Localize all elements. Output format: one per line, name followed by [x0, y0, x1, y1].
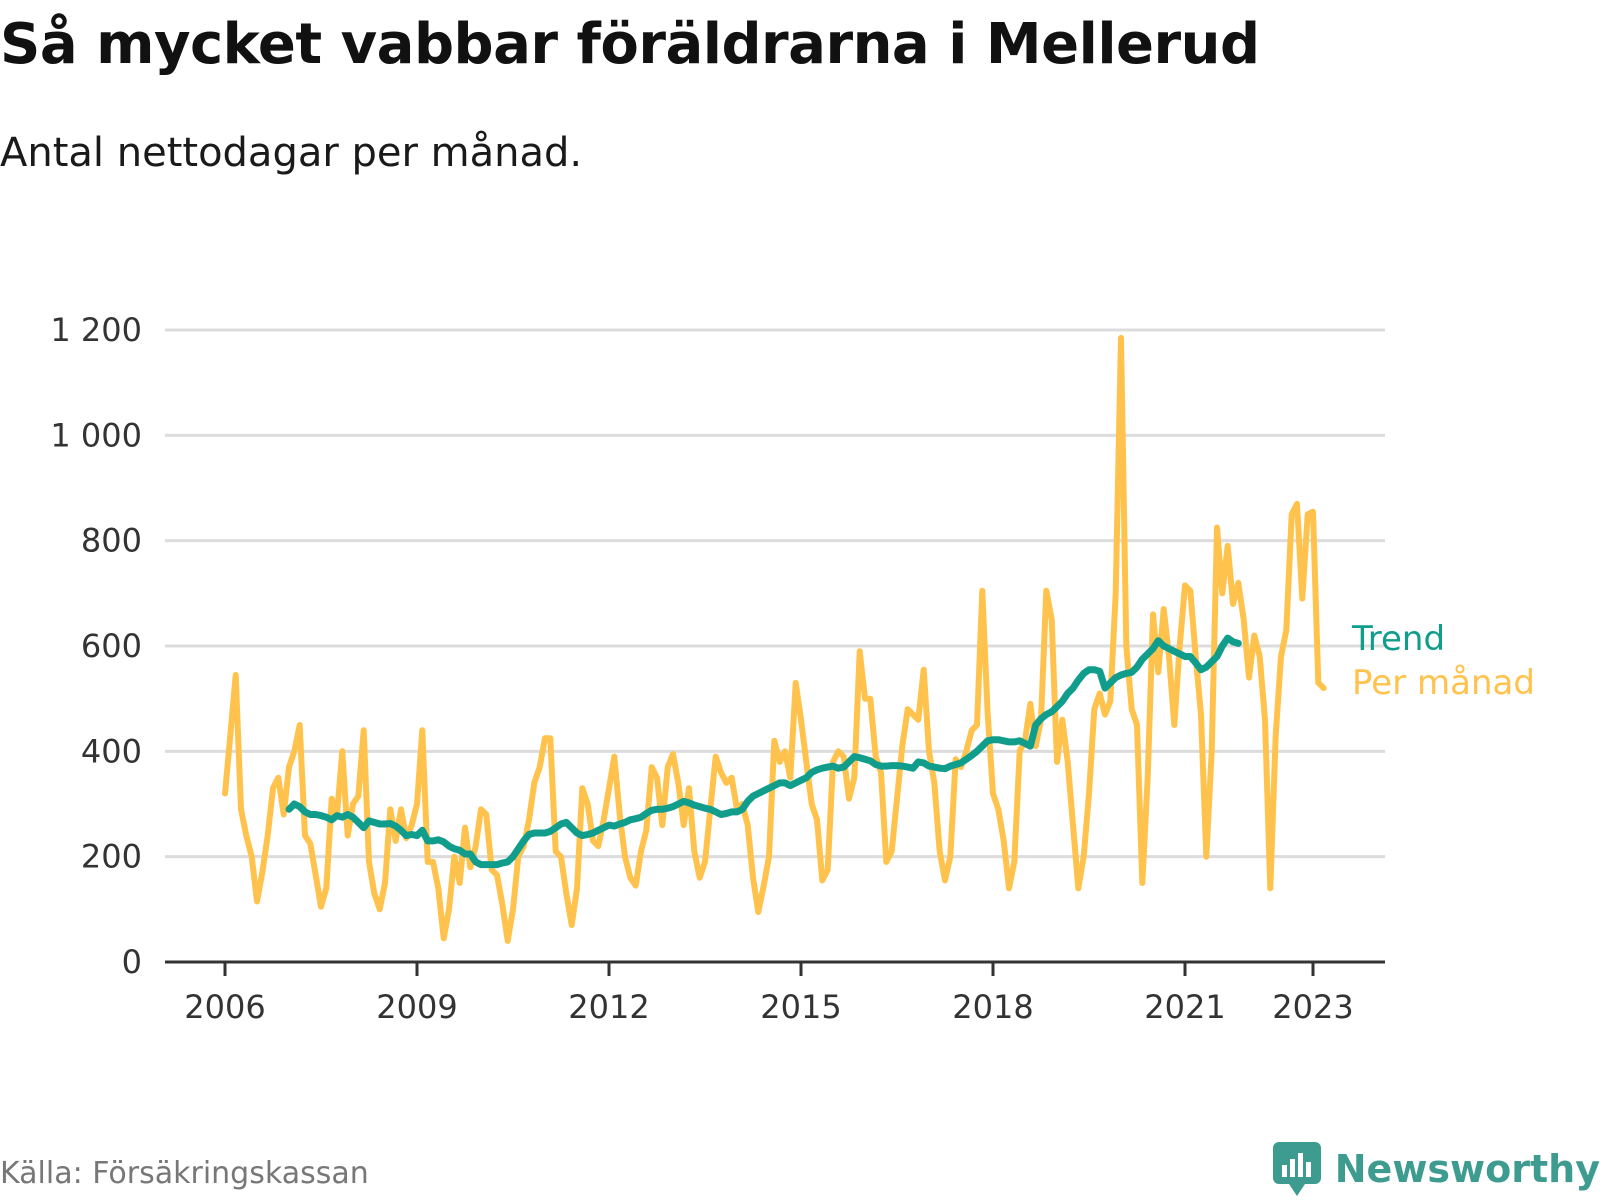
brand-logo: Newsworthy: [1271, 1140, 1600, 1198]
series-line-trend: [285, 634, 1242, 869]
y-tick-label: 600: [81, 627, 142, 665]
x-tick-label: 2009: [376, 988, 457, 1026]
x-tick-label: 2021: [1144, 988, 1225, 1026]
chart-title: Så mycket vabbar föräldrarna i Mellerud: [0, 12, 1260, 77]
series-label-per-manad: Per månad: [1352, 663, 1535, 703]
chart-subtitle: Antal nettodagar per månad.: [0, 130, 583, 176]
series-lines: [222, 334, 1327, 944]
x-tick-label: 2023: [1272, 988, 1353, 1026]
y-tick-label: 400: [81, 732, 142, 770]
x-tick-label: 2006: [184, 988, 265, 1026]
y-tick-label: 800: [81, 522, 142, 560]
series-label-trend: Trend: [1351, 619, 1445, 659]
x-tick-label: 2015: [760, 988, 841, 1026]
y-tick-label: 1 200: [50, 311, 142, 349]
source-note: Källa: Försäkringskassan: [0, 1156, 369, 1191]
x-axis: 2006 2009 2012 2015 2018 2021 2023: [165, 960, 1385, 1026]
y-tick-label: 0: [122, 943, 142, 981]
y-tick-label: 200: [81, 838, 142, 876]
y-axis-ticks: 0 200 400 600 800 1 000 1 200: [50, 311, 142, 981]
brand-name: Newsworthy: [1334, 1147, 1600, 1191]
y-tick-label: 1 000: [50, 416, 142, 454]
x-tick-label: 2012: [568, 988, 649, 1026]
bar-chart-speech-bubble-icon: [1272, 1142, 1321, 1196]
x-tick-label: 2018: [952, 988, 1033, 1026]
